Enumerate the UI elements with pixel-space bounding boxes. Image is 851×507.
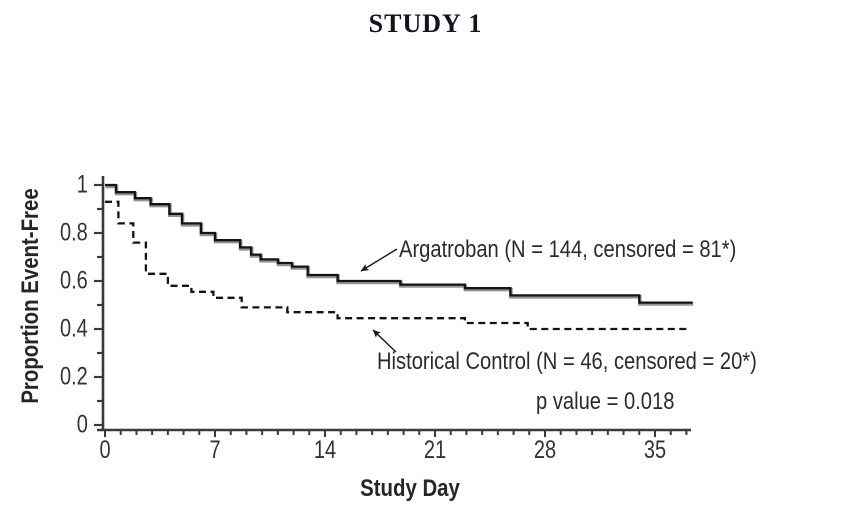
y-tick-label-0_4: 0.4 xyxy=(60,314,88,343)
y-tick-label-0: 0 xyxy=(76,410,88,439)
p-value-label: p value = 0.018 xyxy=(536,388,675,415)
y-axis-title: Proportion Event-Free xyxy=(17,188,44,404)
chart-title: STUDY 1 xyxy=(368,9,483,38)
y-tick-label-0_2: 0.2 xyxy=(60,362,88,391)
axis-ticks xyxy=(94,183,688,437)
x-axis-title: Study Day xyxy=(360,475,460,502)
x-tick-label-7: 7 xyxy=(209,436,221,464)
argatroban-arrow xyxy=(360,248,398,272)
annotation-arrows xyxy=(360,248,398,353)
historical-control-arrow xyxy=(372,329,397,353)
curves xyxy=(105,183,694,331)
x-tick-label-14: 14 xyxy=(313,436,337,464)
argatroban-curve xyxy=(105,183,693,304)
historical-control-curve xyxy=(105,200,687,331)
y-tick-label-0_8: 0.8 xyxy=(60,218,88,247)
x-tick-label-35: 35 xyxy=(643,436,667,464)
y-tick-label-1: 1 xyxy=(76,170,88,199)
x-tick-label-21: 21 xyxy=(423,436,447,464)
x-tick-label-0: 0 xyxy=(99,436,111,464)
y-tick-label-0_6: 0.6 xyxy=(60,266,88,295)
historical-control-series-label: Historical Control (N = 46, censored = 2… xyxy=(377,348,757,375)
argatroban-series-label: Argatroban (N = 144, censored = 81*) xyxy=(399,236,737,263)
axes xyxy=(97,176,691,432)
argatroban-curve-shadow xyxy=(105,184,694,306)
x-tick-label-28: 28 xyxy=(533,436,557,464)
